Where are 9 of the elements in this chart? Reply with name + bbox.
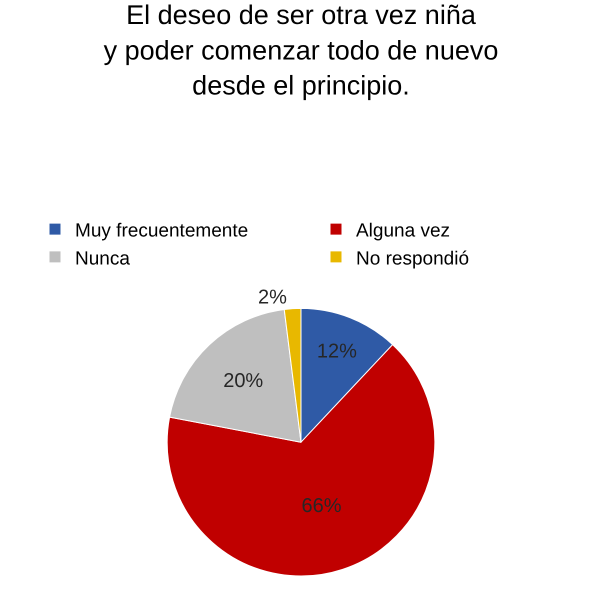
legend-label: Muy frecuentemente — [75, 220, 248, 242]
data-label: 20% — [223, 370, 264, 392]
data-label: 2% — [258, 286, 288, 309]
legend-label: No respondió — [356, 248, 470, 270]
legend-label: Nunca — [75, 248, 130, 270]
legend-label: Alguna vez — [356, 220, 450, 242]
data-label: 12% — [316, 340, 358, 362]
chart-title: El deseo de ser otra vez niña y poder comenzar todo de nuevo desde el principio. — [104, 0, 498, 100]
data-label: 66% — [302, 494, 342, 517]
